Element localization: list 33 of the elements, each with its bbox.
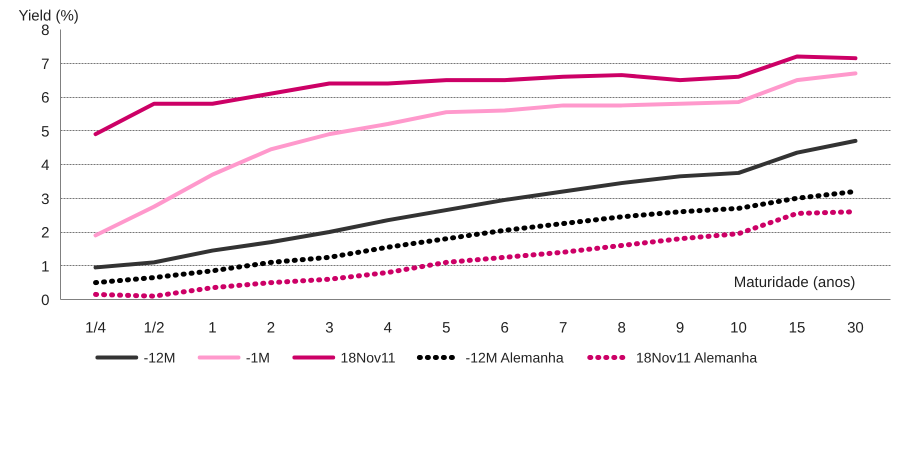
x-axis-title: Maturidade (anos) — [734, 274, 856, 292]
y-tick-label: 8 — [41, 22, 50, 39]
legend-label: -12M — [144, 350, 176, 366]
x-tick-label: 15 — [788, 320, 806, 336]
x-tick-label: 10 — [730, 320, 747, 336]
line-series — [94, 138, 858, 270]
legend-label: -1M — [246, 350, 270, 366]
x-tick-label: 6 — [500, 320, 509, 336]
x-tick-label: 8 — [617, 320, 626, 336]
y-tick-label: 0 — [41, 292, 50, 309]
x-tick-label: 1 — [208, 320, 217, 336]
legend-label: 18Nov11 — [340, 350, 396, 366]
x-tick-label: 3 — [325, 320, 334, 336]
x-tick-label: 1/4 — [85, 320, 106, 336]
y-tick-label: 1 — [41, 258, 50, 276]
x-tick-label: 7 — [559, 320, 568, 336]
x-tick-label: 4 — [384, 320, 392, 336]
legend-label: 18Nov11 Alemanha — [636, 350, 758, 366]
line-series — [94, 71, 858, 238]
y-tick-label: 4 — [41, 157, 50, 174]
line-series — [94, 54, 858, 136]
y-tick-label: 6 — [41, 90, 50, 106]
legend-label: -12M Alemanha — [466, 350, 564, 366]
x-tick-label: 2 — [266, 320, 276, 336]
x-tick-label: 1/2 — [144, 320, 164, 336]
y-tick-label: 3 — [41, 190, 50, 208]
y-axis-title: Yield (%) — [18, 8, 79, 24]
y-tick-label: 2 — [41, 224, 50, 242]
x-tick-label: 9 — [676, 320, 684, 336]
y-tick-label: 5 — [41, 123, 50, 140]
x-tick-label: 30 — [847, 320, 864, 336]
x-tick-label: 5 — [442, 320, 450, 336]
y-tick-label: 7 — [41, 56, 50, 73]
